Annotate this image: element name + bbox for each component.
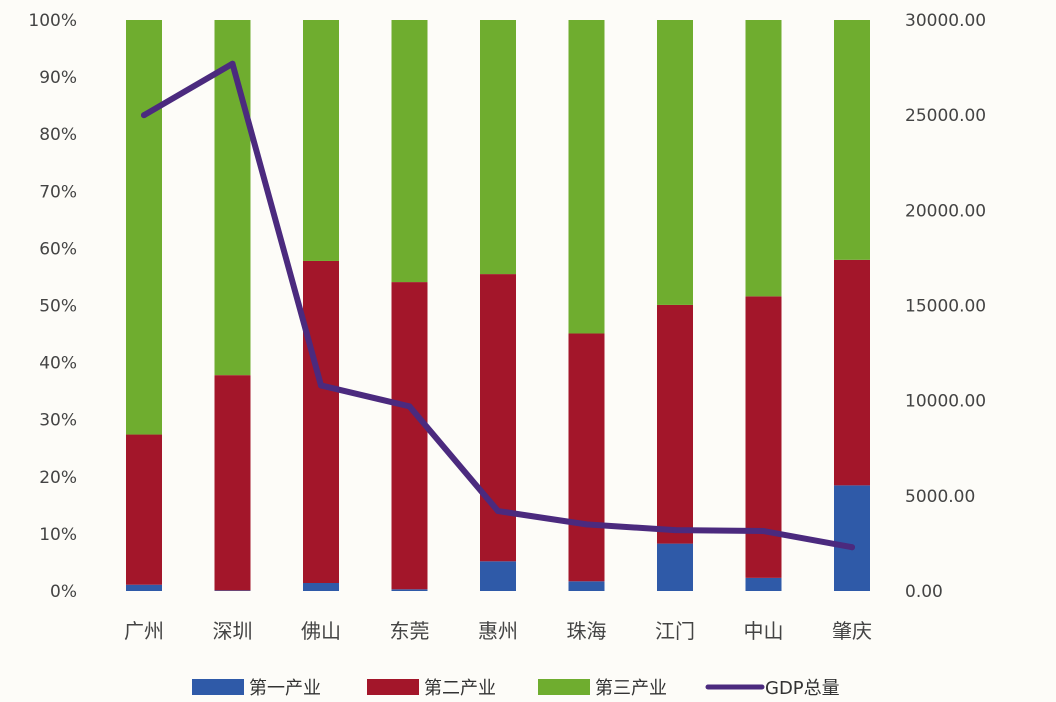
category-label: 惠州: [478, 619, 518, 643]
right-axis-tick-label: 20000.00: [905, 201, 986, 221]
left-axis-ticks: 0% 10% 20% 30% 40% 50% 60% 70% 80% 90% 100%: [28, 11, 77, 602]
gdp-line-layer: [141, 60, 855, 551]
bar-1-3: [303, 583, 339, 591]
bar-2-5: [480, 274, 516, 562]
bar-1-7: [657, 543, 693, 591]
bar-2-4: [391, 282, 428, 590]
bar-3-7: [657, 20, 693, 305]
right-axis-tick-label: 0.00: [905, 582, 943, 602]
bar-3-1: [126, 20, 162, 435]
bar-1-1: [126, 584, 162, 591]
right-axis-ticks: 0.00 5000.00 10000.00 15000.00 20000.00 25000…: [905, 11, 986, 602]
right-axis-tick-label: 15000.00: [905, 297, 986, 317]
right-axis-tick-label: 5000.00: [905, 487, 975, 507]
bar-1-6: [568, 581, 605, 591]
category-label: 江门: [655, 619, 695, 643]
category-label: 珠海: [567, 619, 607, 643]
bar-2-7: [657, 304, 693, 544]
gdp-point: [318, 382, 324, 389]
legend-swatch: [538, 679, 590, 695]
bar-1-4: [391, 589, 428, 591]
right-axis-tick-label: 10000.00: [905, 392, 986, 412]
gdp-point: [849, 544, 855, 551]
legend-swatch: [367, 679, 419, 695]
bar-2-6: [568, 333, 605, 582]
category-label: 东莞: [390, 619, 430, 643]
gdp-point: [495, 508, 501, 515]
bar-1-9: [834, 485, 870, 591]
left-axis-tick-label: 80%: [39, 125, 77, 145]
bar-3-8: [745, 20, 782, 297]
bar-3-5: [480, 20, 516, 275]
bars: [126, 20, 870, 591]
bar-2-2: [214, 375, 251, 591]
gdp-point: [229, 60, 236, 67]
bar-1-2: [214, 590, 251, 591]
left-axis-tick-label: 40%: [39, 354, 77, 374]
category-label: 广州: [124, 619, 164, 643]
left-axis-tick-label: 70%: [39, 182, 77, 202]
category-label: 中山: [744, 619, 784, 643]
left-axis-tick-label: 30%: [39, 411, 77, 431]
bar-3-3: [303, 20, 339, 261]
bar-2-1: [126, 434, 162, 585]
gdp-point: [141, 112, 147, 119]
bar-2-3: [303, 260, 339, 584]
right-axis-tick-label: 25000.00: [905, 106, 986, 126]
legend-label: 第一产业: [249, 678, 321, 699]
bar-2-9: [834, 259, 870, 486]
category-label: 肇庆: [832, 619, 872, 643]
bar-3-2: [214, 20, 251, 376]
gdp-point: [672, 527, 678, 534]
right-axis-tick-label: 30000.00: [905, 11, 986, 31]
left-axis-tick-label: 10%: [39, 525, 77, 545]
bar-3-9: [834, 20, 870, 260]
left-axis-tick-label: 50%: [39, 297, 77, 317]
bar-3-4: [391, 20, 428, 283]
legend: 第一产业 第二产业 第三产业 GDP总量: [192, 678, 840, 699]
left-axis-tick-label: 90%: [39, 68, 77, 88]
left-axis-tick-label: 60%: [39, 239, 77, 259]
gdp-point: [583, 521, 590, 528]
legend-label: 第三产业: [595, 678, 667, 699]
left-axis-tick-label: 0%: [50, 582, 77, 602]
bar-3-6: [568, 20, 605, 334]
left-axis-tick-label: 100%: [28, 11, 77, 31]
legend-label: 第二产业: [424, 678, 496, 699]
gdp-point: [760, 528, 767, 535]
gdp-point: [406, 403, 413, 410]
legend-swatch: [192, 679, 244, 695]
category-labels: 广州 深圳 佛山 东莞 惠州 珠海 江门 中山 肇庆: [124, 619, 872, 643]
left-axis-tick-label: 20%: [39, 468, 77, 488]
category-label: 佛山: [301, 619, 341, 643]
legend-label: GDP总量: [765, 678, 840, 699]
category-label: 深圳: [213, 619, 253, 643]
bar-1-5: [480, 561, 516, 591]
bar-1-8: [745, 577, 782, 591]
